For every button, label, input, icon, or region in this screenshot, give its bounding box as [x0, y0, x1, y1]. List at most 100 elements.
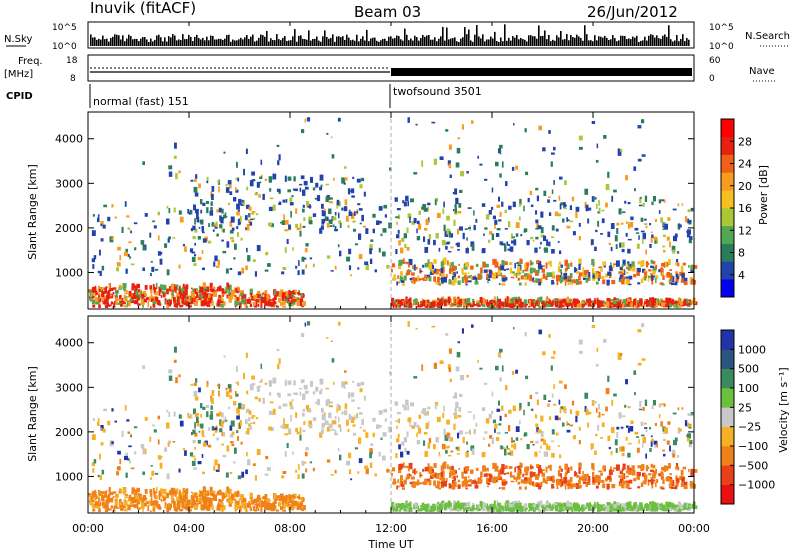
nsky-bar	[304, 39, 306, 46]
power-cell	[468, 276, 471, 279]
power-cell	[475, 281, 479, 285]
vel-cell	[361, 419, 364, 425]
power-cell	[92, 230, 96, 236]
vel-cell	[552, 429, 555, 434]
power-cell	[202, 232, 205, 234]
power-cell	[183, 244, 185, 246]
vel-cell	[373, 433, 375, 438]
vel-cell	[199, 431, 201, 433]
nsky-bar	[264, 37, 266, 46]
power-cell	[458, 276, 460, 279]
power-cell	[158, 212, 160, 216]
power-cell	[630, 302, 632, 307]
vel-cell	[305, 447, 308, 450]
vel-cell	[99, 454, 101, 460]
power-cell	[663, 250, 666, 253]
vel-cell	[194, 447, 196, 450]
power-cell	[255, 271, 257, 277]
nsky-bar	[670, 39, 672, 46]
vel-cell	[636, 436, 639, 438]
vel-cell	[313, 468, 315, 472]
vel-cell	[210, 415, 213, 420]
power-cell	[668, 259, 671, 264]
power-cell	[578, 276, 581, 281]
nsky-bar	[614, 38, 616, 46]
power-cell	[128, 228, 131, 230]
vel-cell	[98, 418, 100, 421]
vel-cell	[395, 420, 399, 422]
vel-cell	[363, 430, 366, 432]
power-cell	[651, 232, 653, 234]
vel-cell	[446, 420, 450, 425]
vel-cell	[256, 417, 259, 419]
power-cell	[145, 213, 148, 217]
power-cbar-swatch	[721, 208, 734, 226]
vel-cell	[619, 412, 622, 418]
vel-cell	[189, 416, 191, 419]
nsky-bar	[480, 38, 482, 46]
power-cell	[633, 299, 636, 305]
power-cell	[352, 177, 354, 179]
power-cell	[98, 271, 100, 273]
vel-cell	[556, 433, 559, 436]
vel-cell	[229, 395, 232, 399]
power-cell	[292, 247, 294, 251]
vel-cell	[198, 388, 201, 393]
vel-cell	[444, 505, 447, 510]
vel-cell	[301, 379, 305, 383]
vel-cell	[417, 425, 420, 428]
vel-cell	[553, 404, 556, 406]
power-cell	[404, 202, 407, 207]
power-cell	[473, 304, 477, 306]
vel-cell	[334, 433, 338, 435]
power-cell	[247, 299, 251, 304]
vel-cell	[194, 504, 196, 506]
vel-cell	[489, 414, 492, 419]
vel-cell	[203, 442, 207, 446]
power-cell	[548, 130, 551, 134]
vel-cell	[265, 456, 268, 459]
power-cell	[192, 226, 195, 230]
power-cell	[564, 260, 568, 266]
vel-cell	[202, 407, 205, 410]
power-cell	[651, 275, 653, 281]
power-cell	[159, 291, 161, 296]
power-cell	[280, 222, 282, 224]
power-cell	[422, 278, 425, 281]
vel-cell	[341, 412, 343, 415]
power-cell	[473, 277, 476, 280]
vel-cell	[419, 415, 422, 419]
vel-cell	[274, 494, 276, 499]
power-cell	[530, 237, 533, 239]
vel-cell	[241, 472, 244, 478]
freq-trace-2	[391, 68, 692, 76]
vel-cell	[457, 453, 460, 455]
power-cell	[150, 306, 152, 308]
power-cell	[169, 300, 172, 305]
power-cell	[400, 271, 403, 276]
power-cell	[213, 262, 215, 267]
power-cell	[419, 211, 422, 215]
nsky-bar	[272, 40, 274, 46]
vel-cell	[156, 495, 158, 499]
power-cell	[575, 299, 578, 304]
vel-cell	[218, 384, 220, 389]
power-cell	[579, 223, 581, 227]
power-cell	[468, 207, 472, 209]
vel-cell	[603, 506, 606, 508]
power-cell	[634, 188, 636, 191]
vel-cell	[661, 488, 664, 490]
power-y-tick-label: 4000	[55, 133, 83, 146]
nsky-bar	[630, 39, 632, 46]
power-cell	[142, 161, 145, 165]
vel-cell	[475, 423, 477, 427]
power-cell	[269, 207, 273, 211]
vel-cell	[209, 502, 212, 507]
power-cell	[412, 265, 414, 267]
power-cell	[341, 208, 343, 211]
vel-cell	[409, 508, 412, 511]
nsky-bar	[366, 30, 368, 46]
power-cell	[470, 266, 473, 270]
vel-cell	[221, 444, 224, 446]
power-cell	[290, 211, 292, 218]
